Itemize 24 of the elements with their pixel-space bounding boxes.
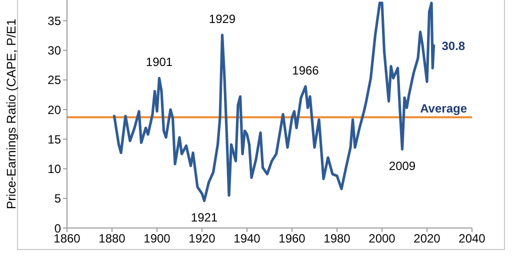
- x-tick-label: 2000: [368, 232, 396, 246]
- y-tick-label: 20: [48, 102, 62, 117]
- x-tick-label: 1920: [188, 232, 216, 246]
- y-axis-title: Price-Earnings Ratio (CAPE, P/E1: [4, 18, 18, 210]
- x-tick-label: 1880: [98, 232, 126, 246]
- x-tick-label: 1980: [324, 232, 351, 246]
- y-tick-label: 25: [48, 73, 62, 88]
- annotation: 2009: [388, 158, 416, 173]
- annotation: 1901: [146, 55, 173, 70]
- annotation: 1929: [208, 12, 236, 26]
- y-tick-label: 30: [48, 44, 62, 58]
- ref-line-label: Average: [420, 101, 468, 116]
- x-tick-label: 2040: [458, 232, 486, 246]
- y-tick-label: 35: [48, 14, 62, 28]
- x-tick-label: 2020: [414, 232, 441, 246]
- y-tick-label: 15: [48, 132, 62, 146]
- annotation: 30.8: [442, 38, 466, 53]
- x-tick-label: 1940: [234, 232, 261, 246]
- x-tick-label: 1900: [144, 232, 171, 246]
- annotation: 1966: [292, 63, 320, 78]
- y-tick-label: 5: [54, 192, 62, 206]
- annotation: 1921: [190, 210, 218, 224]
- y-tick-label: 10: [48, 162, 62, 176]
- x-tick-label: 1960: [278, 232, 306, 246]
